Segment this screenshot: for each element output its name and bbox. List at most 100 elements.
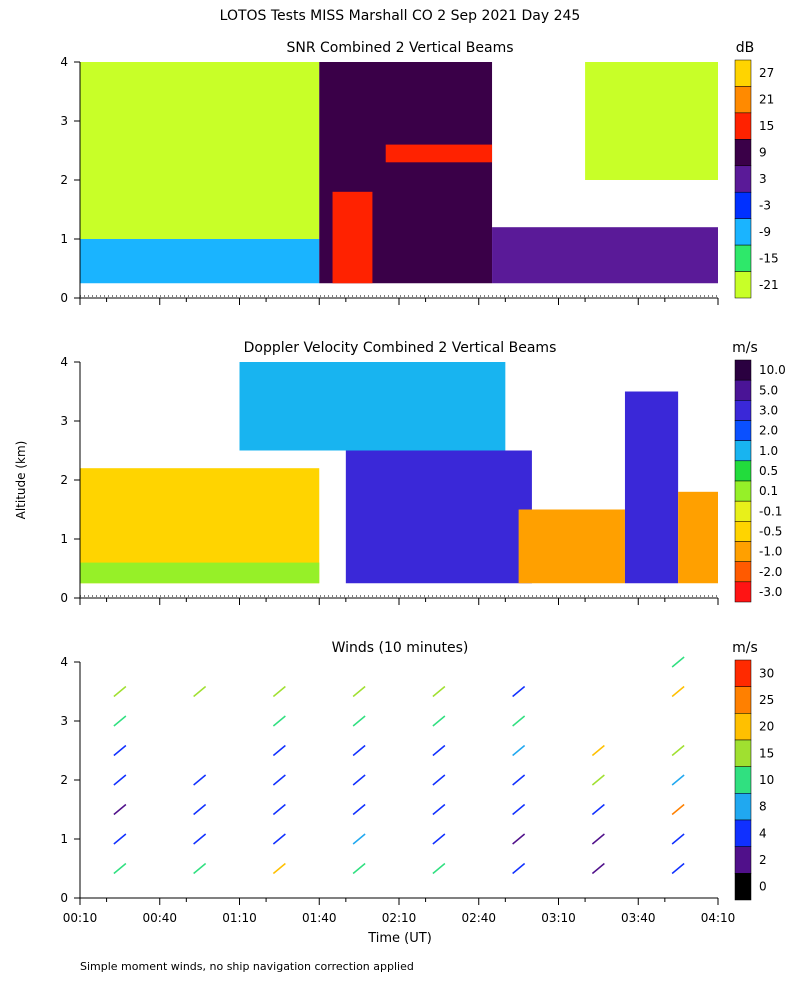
y-tick-label: 4 — [60, 655, 68, 669]
colorbar-swatch — [734, 379, 752, 401]
wind-barb — [272, 744, 286, 757]
colorbar-label: -1.0 — [759, 545, 782, 559]
data-region — [80, 562, 320, 584]
colorbar-unit: dB — [736, 40, 755, 56]
wind-barb — [591, 833, 605, 845]
colorbar-swatch — [734, 500, 752, 522]
data-region — [678, 491, 718, 584]
wind-barb — [352, 833, 366, 845]
wind-barb — [113, 803, 127, 816]
wind-barb — [352, 715, 366, 727]
wind-barb — [113, 862, 127, 875]
panel-title: Doppler Velocity Combined 2 Vertical Bea… — [244, 340, 557, 356]
wind-barb — [591, 803, 605, 816]
x-tick-label: 01:40 — [302, 911, 337, 925]
colorbar-label: 21 — [759, 93, 774, 107]
colorbar-swatch — [734, 846, 752, 874]
colorbar-label: -9 — [759, 225, 771, 239]
wind-barb — [432, 862, 446, 875]
colorbar-label: 1.0 — [759, 444, 778, 458]
y-tick-label: 0 — [60, 891, 68, 905]
wind-barb — [671, 656, 685, 668]
data-region — [585, 62, 718, 180]
colorbar-label: 15 — [759, 746, 774, 760]
y-tick-label: 2 — [60, 473, 68, 487]
x-tick-label: 03:10 — [541, 911, 576, 925]
colorbar-label: 10.0 — [759, 363, 786, 377]
colorbar-swatch — [734, 165, 752, 193]
wind-barb — [432, 715, 446, 727]
wind-barb — [591, 862, 605, 875]
colorbar-unit: m/s — [732, 640, 758, 656]
colorbar-swatch — [734, 873, 752, 901]
colorbar-label: 0.5 — [759, 464, 778, 478]
y-axis-label: Altitude (km) — [14, 441, 28, 520]
wind-barb — [193, 774, 207, 786]
data-region — [492, 227, 718, 284]
colorbar-swatch — [734, 112, 752, 140]
wind-barb — [512, 774, 526, 786]
wind-barb — [352, 744, 366, 757]
colorbar-swatch — [734, 713, 752, 741]
colorbar-label: 10 — [759, 773, 774, 787]
colorbar-label: -0.1 — [759, 504, 782, 518]
y-tick-label: 0 — [60, 291, 68, 305]
wind-barb — [671, 833, 685, 845]
wind-barb — [671, 862, 685, 875]
colorbar-swatch — [734, 139, 752, 167]
colorbar-label: 3.0 — [759, 403, 778, 417]
colorbar-swatch — [734, 766, 752, 794]
data-region — [345, 450, 532, 584]
colorbar-label: 2.0 — [759, 424, 778, 438]
wind-barb — [591, 774, 605, 786]
wind-barb — [113, 774, 127, 786]
colorbar-swatch — [734, 440, 752, 462]
colorbar-label: -0.5 — [759, 524, 782, 538]
wind-barb — [113, 715, 127, 727]
wind-barb — [272, 715, 286, 727]
y-tick-label: 1 — [60, 532, 68, 546]
wind-barb — [432, 833, 446, 845]
wind-barb — [352, 803, 366, 816]
panel-1: SNR Combined 2 Vertical Beams 0 1 2 3 4 dB 27 21… — [60, 40, 779, 305]
colorbar-label: -21 — [759, 278, 779, 292]
y-tick-label: 1 — [60, 832, 68, 846]
x-tick-label: 02:10 — [382, 911, 417, 925]
data-region — [518, 509, 625, 584]
colorbar-label: 9 — [759, 146, 767, 160]
x-tick-label: 02:40 — [461, 911, 496, 925]
footnote: Simple moment winds, no ship navigation … — [80, 960, 414, 973]
figure-title: LOTOS Tests MISS Marshall CO 2 Sep 2021 … — [220, 8, 581, 24]
wind-barb — [193, 685, 207, 698]
colorbar-label: 3 — [759, 172, 767, 186]
data-region — [385, 144, 493, 163]
colorbar-swatch — [734, 541, 752, 562]
wind-barb — [193, 862, 207, 875]
colorbar-swatch — [734, 59, 752, 87]
wind-barb — [193, 833, 207, 845]
data-region — [239, 362, 506, 451]
wind-barb — [671, 774, 685, 786]
colorbar-swatch — [734, 659, 752, 687]
x-tick-label: 00:10 — [63, 911, 98, 925]
wind-barb — [432, 803, 446, 816]
wind-barb — [352, 774, 366, 786]
wind-barb — [113, 744, 127, 757]
colorbar-label: 4 — [759, 826, 767, 840]
colorbar-swatch — [734, 480, 752, 502]
wind-barb — [193, 803, 207, 816]
x-tick-label: 04:10 — [701, 911, 736, 925]
data-region — [624, 391, 679, 584]
colorbar-swatch — [734, 271, 752, 299]
wind-barb — [272, 774, 286, 786]
wind-barb — [591, 744, 605, 757]
wind-barb — [432, 774, 446, 786]
wind-barb — [272, 803, 286, 816]
x-tick-label: 00:40 — [142, 911, 177, 925]
colorbar-swatch — [734, 581, 752, 603]
colorbar-label: 8 — [759, 800, 767, 814]
wind-barb — [671, 685, 685, 698]
colorbar-swatch — [734, 218, 752, 246]
